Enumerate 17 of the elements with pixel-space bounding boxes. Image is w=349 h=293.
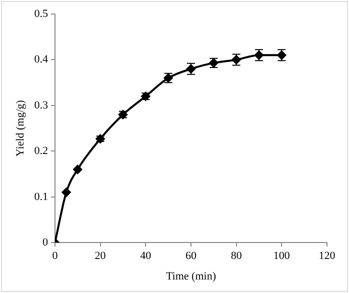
- point: [62, 188, 71, 197]
- y-tick-label: 0.3: [34, 99, 48, 112]
- x-tick-label: 0: [52, 250, 58, 262]
- y-tick-label: 0.4: [34, 54, 48, 66]
- y-tick-label: 0: [42, 236, 48, 248]
- y-tick-label: 0.5: [34, 8, 48, 20]
- x-tick-label: 100: [273, 250, 290, 262]
- x-tick-label: 20: [94, 250, 106, 262]
- point: [73, 164, 82, 174]
- x-tick-label: 80: [230, 250, 242, 262]
- x-axis-title: Time (min): [166, 270, 216, 282]
- x-tick-label: 120: [318, 250, 336, 262]
- x-tick-label: 40: [140, 250, 152, 262]
- x-tick-label: 60: [185, 250, 197, 262]
- y-axis-title: Yield (mg/g): [14, 100, 26, 157]
- y-tick-label: 0.2: [34, 145, 48, 158]
- y-tick-label: 0.1: [34, 190, 48, 203]
